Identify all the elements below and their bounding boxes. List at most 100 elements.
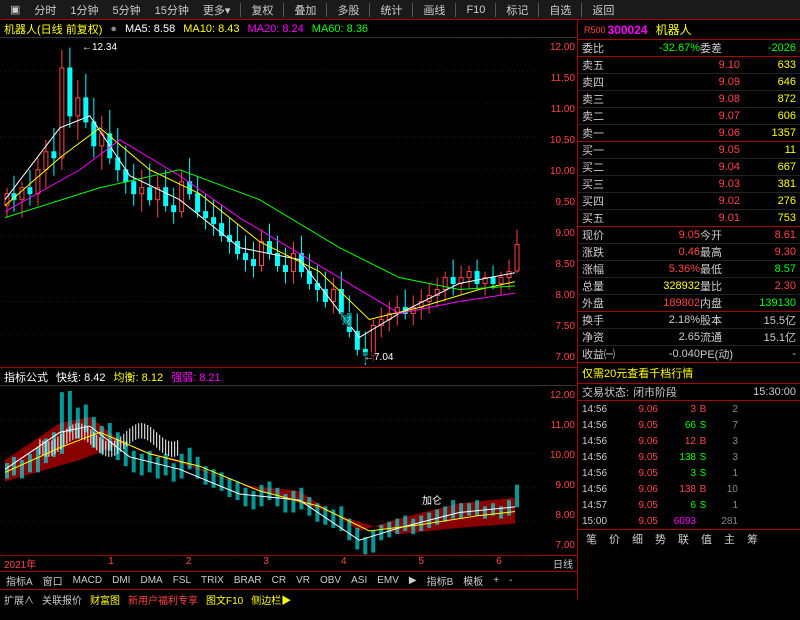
xlabel-6: 6 — [496, 556, 502, 571]
btab-笔[interactable]: 笔 — [586, 531, 597, 547]
ob-name: 卖二 — [582, 108, 622, 124]
btab-值[interactable]: 值 — [701, 531, 712, 547]
tr-time: 14:57 — [582, 500, 620, 511]
qr-label: 强弱: — [171, 372, 196, 384]
q-l2: 量比 — [700, 278, 740, 294]
ytick: 10.00 — [539, 166, 575, 177]
ind-CR[interactable]: CR — [268, 573, 290, 588]
tbr-3[interactable]: 统计 — [374, 1, 408, 19]
btab-势[interactable]: 势 — [655, 531, 666, 547]
low-label: ←7.04 — [362, 352, 395, 363]
tr-seq: 281 — [710, 516, 738, 527]
tbr-1[interactable]: 叠加 — [288, 1, 322, 19]
ob-vol: 381 — [740, 178, 796, 190]
tbr-4[interactable]: 画线 — [417, 1, 451, 19]
tr-price: 9.05 — [620, 452, 658, 463]
ytick: 12.00 — [539, 42, 575, 53]
ob-vol: 646 — [740, 76, 796, 88]
ind-MACD[interactable]: MACD — [69, 573, 106, 588]
indr-0[interactable]: 指标B — [423, 571, 458, 590]
tr-dir: S — [696, 452, 710, 463]
bb-1[interactable]: 关联报价 — [42, 592, 82, 607]
xlabel-2: 2 — [186, 556, 192, 571]
tb-0[interactable]: 分时 — [28, 1, 62, 19]
indr-2[interactable]: + — [489, 573, 503, 588]
ts-value: 闭市阶段 — [633, 384, 677, 400]
tb-1[interactable]: 1分钟 — [64, 1, 104, 19]
quote-row: 涨幅5.36%最低8.57 — [578, 261, 800, 278]
ind-VR[interactable]: VR — [292, 573, 314, 588]
tr-price: 9.05 — [620, 468, 658, 479]
tbr-7[interactable]: 自选 — [543, 1, 577, 19]
bbr-0[interactable]: 新用户福利专享 — [128, 592, 198, 607]
tbr-2[interactable]: 多股 — [331, 1, 365, 19]
btab-筹[interactable]: 筹 — [747, 531, 758, 547]
ind-指标A[interactable]: 指标A — [2, 571, 37, 590]
tb-4[interactable]: 更多▾ — [197, 1, 237, 19]
indicator-chart[interactable]: 12.0011.0010.009.008.007.00 加仑 — [0, 386, 577, 556]
tr-vol: 3 — [658, 468, 696, 479]
ind-OBV[interactable]: OBV — [316, 573, 345, 588]
ob-row: 买五9.01753 — [578, 210, 800, 227]
tr-time: 14:56 — [582, 452, 620, 463]
ind-▶[interactable]: ▶ — [405, 573, 421, 588]
xaxis-right: 日线 — [553, 556, 573, 571]
ind-BRAR[interactable]: BRAR — [230, 573, 266, 588]
tr-dir: S — [696, 500, 710, 511]
tbr-6[interactable]: 标记 — [500, 1, 534, 19]
promo-text[interactable]: 仅需20元查看千档行情 — [578, 363, 800, 384]
kline-chart[interactable]: 12.0011.5011.0010.5010.009.509.008.508.0… — [0, 38, 577, 368]
indr-1[interactable]: 模板 — [459, 571, 487, 590]
ind-DMI[interactable]: DMI — [108, 573, 134, 588]
q-v1: 328932 — [622, 280, 700, 292]
ob-vol: 276 — [740, 195, 796, 207]
tb-2[interactable]: 5分钟 — [107, 1, 147, 19]
ob-vol: 606 — [740, 110, 796, 122]
tr-time: 14:56 — [582, 404, 620, 415]
btab-价[interactable]: 价 — [609, 531, 620, 547]
weibi-row: 委比 -32.67% 委差 -2026 — [578, 40, 800, 57]
weicha-value: -2026 — [740, 42, 796, 54]
bb-0[interactable]: 扩展∧ — [4, 592, 34, 607]
tb-icon[interactable]: ▣ — [4, 2, 26, 17]
ob-vol: 633 — [740, 59, 796, 71]
quote-row: 收益㈠-0.040PE(动)- — [578, 346, 800, 363]
q-v1: 9.05 — [622, 229, 700, 241]
tb-3[interactable]: 15分钟 — [149, 1, 195, 19]
q-v1: 2.65 — [622, 331, 700, 343]
bbr-1[interactable]: 图文F10 — [206, 592, 243, 607]
ob-row: 买四9.02276 — [578, 193, 800, 210]
trade-row: 14:569.05138S3 — [578, 449, 800, 465]
q-v2: 9.30 — [740, 246, 796, 258]
btab-主[interactable]: 主 — [724, 531, 735, 547]
ind-DMA[interactable]: DMA — [136, 573, 166, 588]
tbr-5[interactable]: F10 — [460, 3, 491, 17]
ma5-value: 8.58 — [154, 23, 175, 35]
q-v2: 2.30 — [740, 280, 796, 292]
btab-细[interactable]: 细 — [632, 531, 643, 547]
ob-vol: 1357 — [740, 127, 796, 139]
ob-vol: 753 — [740, 212, 796, 224]
bbr-2[interactable]: 侧边栏▶ — [251, 592, 291, 607]
bottom-bar: 扩展∧ 关联报价 财富图 新用户福利专享 图文F10 侧边栏▶ — [0, 590, 577, 608]
ytick: 9.50 — [539, 197, 575, 208]
ob-price: 9.09 — [622, 76, 740, 88]
ma-info-bar: 机器人(日线 前复权) ● MA5: 8.58 MA10: 8.43 MA20:… — [0, 20, 577, 38]
tbr-0[interactable]: 复权 — [245, 1, 279, 19]
tr-dir: S — [696, 420, 710, 431]
ind-FSL[interactable]: FSL — [169, 573, 195, 588]
ind-窗口[interactable]: 窗口 — [39, 571, 67, 590]
cai-label: 财 — [340, 312, 354, 327]
side-bottom-tabs: 笔价细势联值主筹 — [578, 529, 800, 547]
ind-EMV[interactable]: EMV — [373, 573, 403, 588]
btab-联[interactable]: 联 — [678, 531, 689, 547]
ytick: 9.00 — [539, 480, 575, 491]
indr-3[interactable]: - — [505, 573, 516, 588]
ind-TRIX[interactable]: TRIX — [197, 573, 228, 588]
bb-2[interactable]: 财富图 — [90, 592, 120, 607]
q-v1: 2.18% — [622, 314, 700, 326]
tr-dir: B — [696, 404, 710, 415]
stock-name: 机器人 — [656, 21, 692, 38]
tbr-8[interactable]: 返回 — [586, 1, 620, 19]
ind-ASI[interactable]: ASI — [347, 573, 371, 588]
